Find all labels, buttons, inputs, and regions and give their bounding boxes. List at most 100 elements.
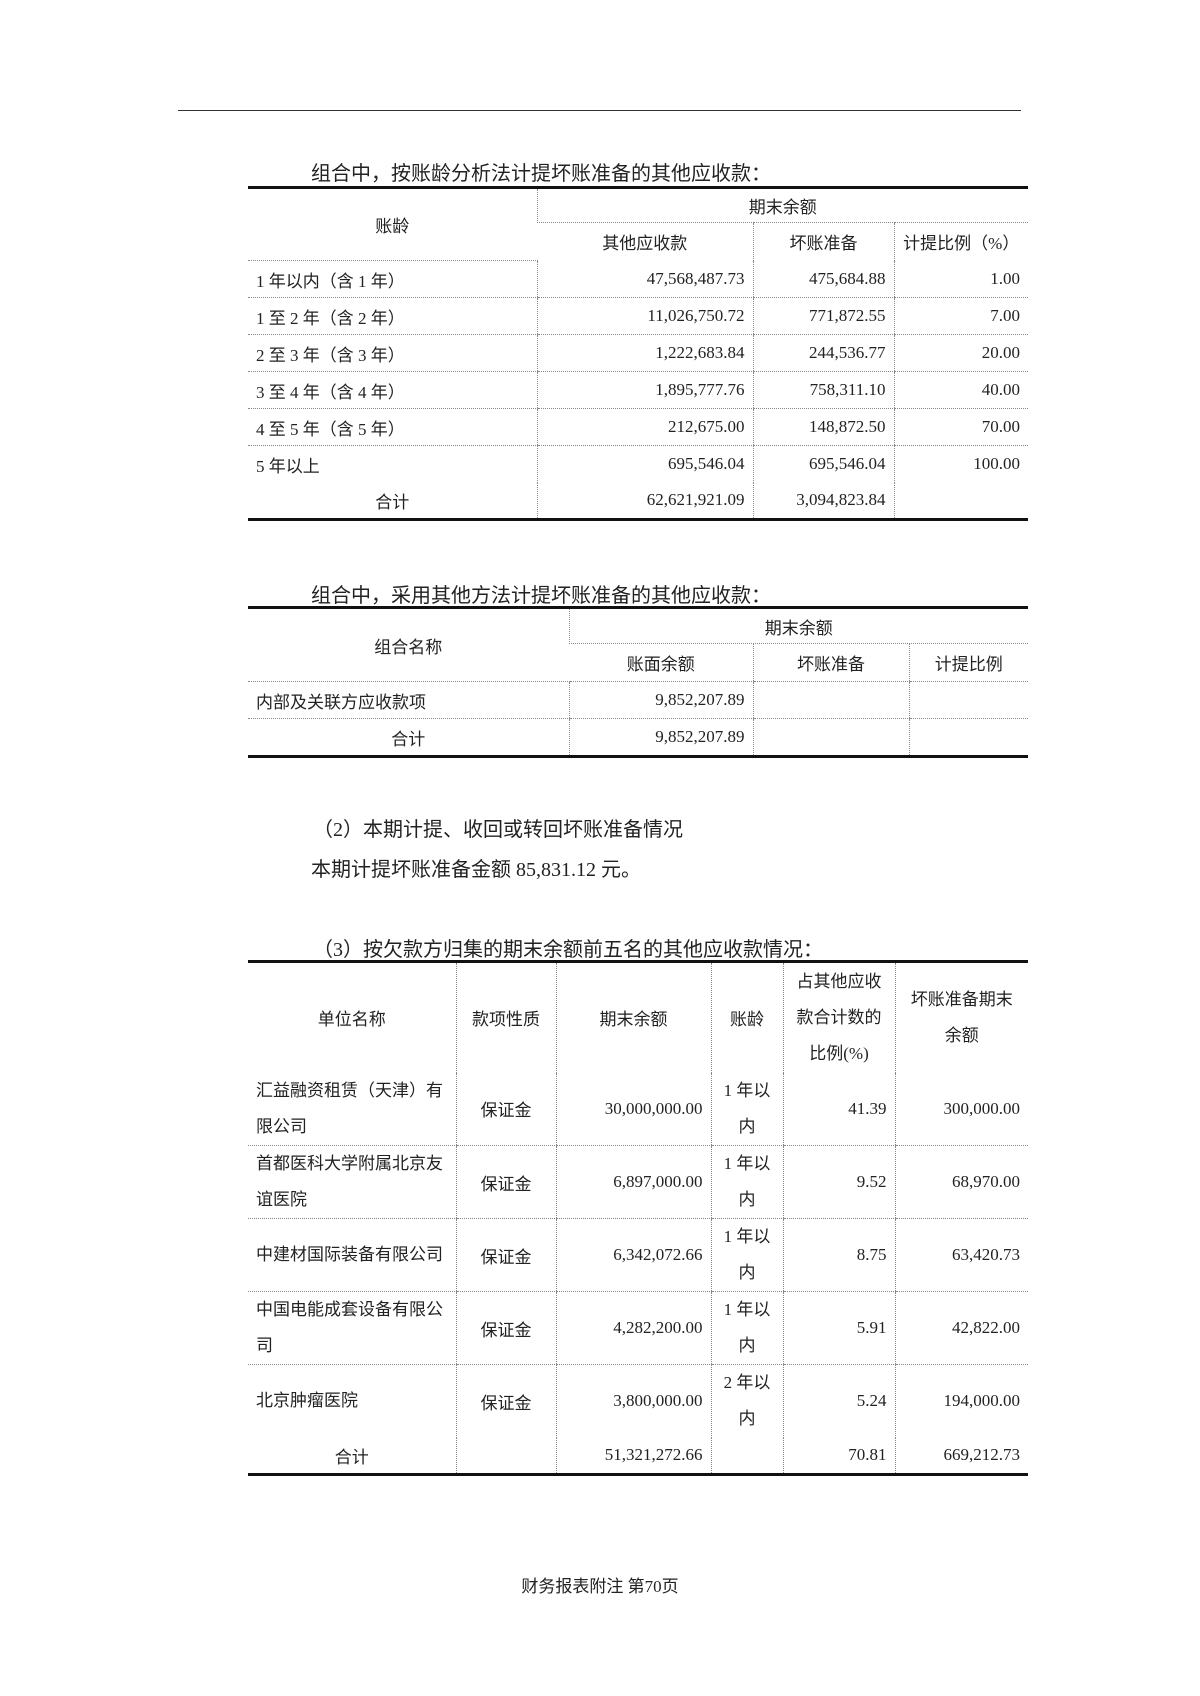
table-row: 1 至 2 年（含 2 年） 11,026,750.72 771,872.55 7.0…	[248, 297, 1029, 335]
provision	[752, 681, 909, 719]
provision: 300,000.00	[894, 1072, 1028, 1146]
table-row: 5 年以上 695,546.04 695,546.04 100.00	[248, 445, 1029, 483]
aging: 1 年以内	[710, 1291, 783, 1365]
header-nature: 款项性质	[455, 961, 556, 1073]
balance: 4,282,200.00	[555, 1291, 711, 1365]
debtor-name: 中国电能成套设备有限公司	[248, 1291, 456, 1365]
total-provision: 3,094,823.84	[752, 482, 894, 520]
nature: 保证金	[455, 1364, 556, 1438]
page-footer: 财务报表附注 第70页	[521, 1577, 679, 1596]
aging: 1 年以内	[710, 1218, 783, 1292]
receivable: 11,026,750.72	[536, 297, 753, 335]
provision: 194,000.00	[894, 1364, 1028, 1438]
header-name: 单位名称	[317, 1010, 386, 1030]
header-period-end: 期末余额	[568, 607, 1029, 644]
aging: 1 年以内	[710, 1145, 783, 1219]
book-balance: 9,852,207.89	[568, 681, 753, 719]
aging: 2 至 3 年（含 3 年）	[248, 334, 537, 372]
table-row: 首都医科大学附属北京友谊医院 保证金 6,897,000.00 1 年以内 9.52 68…	[248, 1145, 1028, 1219]
receivable: 1,895,777.76	[536, 371, 753, 409]
share: 5.91	[782, 1291, 895, 1365]
total-row: 合计 9,852,207.89	[248, 718, 1029, 757]
header-ratio: 计提比例（%）	[893, 222, 1029, 261]
table-row: 汇益融资租赁（天津）有限公司 保证金 30,000,000.00 1 年以内 41.39…	[248, 1072, 1028, 1146]
nature: 保证金	[455, 1218, 556, 1292]
ratio: 20.00	[893, 334, 1029, 372]
table-row: 北京肿瘤医院 保证金 3,800,000.00 2 年以内 5.24 194,000.00	[248, 1364, 1028, 1438]
nature: 保证金	[455, 1291, 556, 1365]
aging: 1 年以内（含 1 年）	[248, 260, 537, 298]
balance: 6,342,072.66	[555, 1218, 711, 1292]
total-book: 9,852,207.89	[568, 718, 753, 757]
table-row: 内部及关联方应收款项 9,852,207.89	[248, 681, 1029, 719]
debtor-name: 北京肿瘤医院	[256, 1391, 358, 1411]
header-rule	[178, 110, 1021, 111]
header-period-end: 期末余额	[536, 187, 1029, 223]
total-label: 合计	[334, 1447, 369, 1467]
total-receivable: 62,621,921.09	[536, 482, 753, 520]
balance: 6,897,000.00	[555, 1145, 711, 1219]
aging: 1 至 2 年（含 2 年）	[248, 297, 537, 335]
provision: 68,970.00	[894, 1145, 1028, 1219]
ratio: 100.00	[893, 445, 1029, 483]
total-ratio	[908, 718, 1029, 757]
table2-caption: 组合中，采用其他方法计提坏账准备的其他应收款：	[311, 585, 771, 607]
nature: 保证金	[455, 1072, 556, 1146]
share: 9.52	[782, 1145, 895, 1219]
ratio	[908, 681, 1029, 719]
aging: 5 年以上	[256, 456, 320, 476]
debtor-name: 汇益融资租赁（天津）有限公司	[248, 1072, 456, 1146]
aging: 4 至 5 年（含 5 年）	[248, 408, 537, 446]
header-aging: 账龄	[710, 961, 783, 1073]
other-method-table: 组合名称 期末余额 账面余额 坏账准备 计提比例 内部及关联方应收款项 9,852,20…	[248, 606, 1029, 758]
provision: 758,311.10	[752, 371, 894, 409]
header-share: 占其他应收款合计数的比例(%)	[782, 961, 895, 1073]
total-label: 合计	[391, 729, 426, 749]
table-row: 3 至 4 年（含 4 年） 1,895,777.76 758,311.10 40.0…	[248, 371, 1029, 409]
provision: 63,420.73	[894, 1218, 1028, 1292]
aging: 3 至 4 年（含 4 年）	[248, 371, 537, 409]
header-provision: 坏账准备	[752, 222, 894, 261]
header-ratio: 计提比例	[908, 643, 1029, 682]
receivable: 212,675.00	[536, 408, 753, 446]
ratio: 40.00	[893, 371, 1029, 409]
receivable: 47,568,487.73	[536, 260, 753, 298]
provision: 148,872.50	[752, 408, 894, 446]
provision: 244,536.77	[752, 334, 894, 372]
balance: 30,000,000.00	[555, 1072, 711, 1146]
total-ratio	[893, 482, 1029, 520]
header-provision: 坏账准备期末余额	[894, 961, 1028, 1073]
aging: 2 年以内	[710, 1364, 783, 1438]
total-nature	[455, 1437, 556, 1475]
table3-caption: （3）按欠款方归集的期末余额前五名的其他应收款情况：	[313, 939, 823, 961]
total-share: 70.81	[782, 1437, 895, 1475]
provision: 771,872.55	[752, 297, 894, 335]
aging-analysis-table: 账龄 期末余额 其他应收款 坏账准备 计提比例（%） 1 年以内（含 1 年） 47,5…	[248, 186, 1029, 521]
provision: 42,822.00	[894, 1291, 1028, 1365]
section2-text: 本期计提坏账准备金额 85,831.12 元。	[311, 859, 641, 881]
top-five-debtors-table: 单位名称 款项性质 期末余额 账龄 占其他应收款合计数的比例(%) 坏账准备期末…	[248, 960, 1028, 1476]
debtor-name: 中建材国际装备有限公司	[248, 1218, 456, 1292]
ratio: 70.00	[893, 408, 1029, 446]
total-row: 合计 51,321,272.66 70.81 669,212.73	[248, 1437, 1028, 1475]
header-book-balance: 账面余额	[569, 643, 753, 682]
debtor-name: 首都医科大学附属北京友谊医院	[248, 1145, 456, 1219]
table1-caption: 组合中，按账龄分析法计提坏账准备的其他应收款：	[311, 163, 771, 185]
total-row: 合计 62,621,921.09 3,094,823.84	[248, 482, 1029, 520]
total-provision: 669,212.73	[894, 1437, 1028, 1475]
ratio: 1.00	[893, 260, 1029, 298]
aging: 1 年以内	[710, 1072, 783, 1146]
group-name: 内部及关联方应收款项	[248, 681, 569, 719]
nature: 保证金	[455, 1145, 556, 1219]
share: 41.39	[782, 1072, 895, 1146]
table-row: 中国电能成套设备有限公司 保证金 4,282,200.00 1 年以内 5.91 42,8…	[248, 1291, 1028, 1365]
header-balance: 期末余额	[555, 961, 711, 1073]
provision: 475,684.88	[752, 260, 894, 298]
share: 8.75	[782, 1218, 895, 1292]
table-row: 2 至 3 年（含 3 年） 1,222,683.84 244,536.77 20.0…	[248, 334, 1029, 372]
receivable: 695,546.04	[536, 445, 753, 483]
header-receivable: 其他应收款	[602, 234, 688, 254]
provision: 695,546.04	[752, 445, 894, 483]
table-row: 1 年以内（含 1 年） 47,568,487.73 475,684.88 1.00	[248, 260, 1029, 298]
table-row: 中建材国际装备有限公司 保证金 6,342,072.66 1 年以内 8.75 63,42…	[248, 1218, 1028, 1292]
